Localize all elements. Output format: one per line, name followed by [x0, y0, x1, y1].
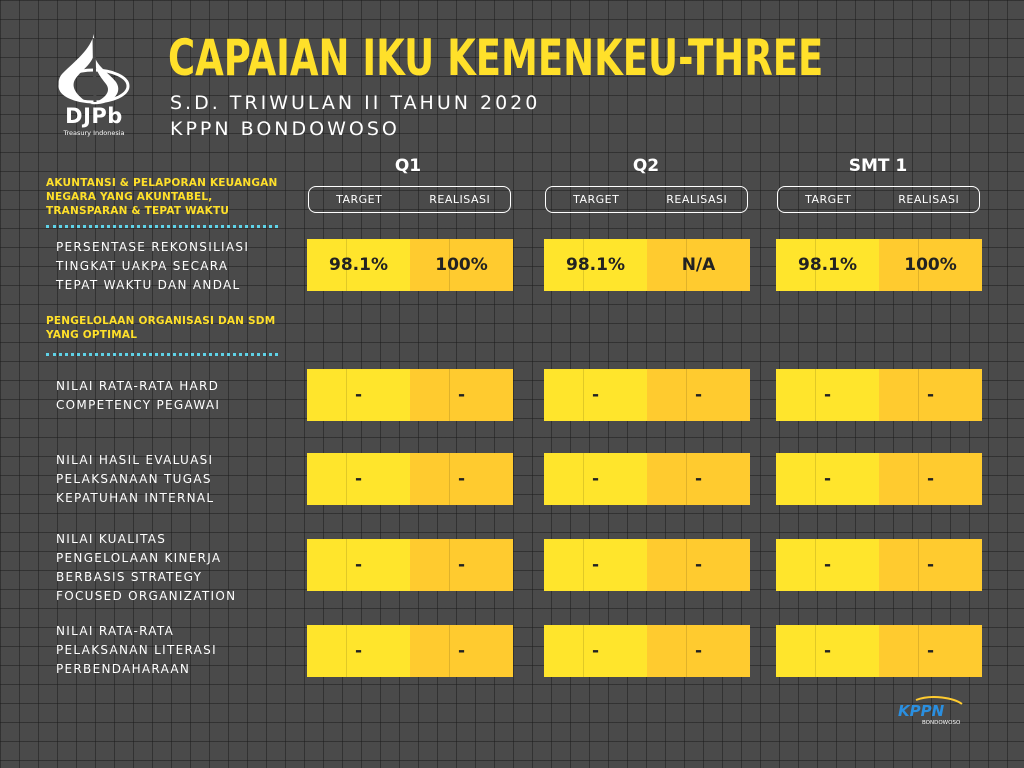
logo-name: DJPb [65, 104, 123, 128]
column-header-smt1: SMT 1 [848, 156, 908, 176]
target-label: TARGET [336, 193, 383, 206]
row-label-line: PELAKSANAN LITERASI [56, 643, 217, 657]
section-title-line: PENGELOLAAN ORGANISASI DAN SDM [46, 315, 276, 327]
target-value: - [591, 469, 600, 489]
target-value: - [823, 385, 832, 405]
target-value: - [354, 469, 363, 489]
value-cell-smt1: 98.1% 100% [776, 239, 982, 291]
realisasi-value: - [694, 555, 703, 575]
section-title-line: NEGARA YANG AKUNTABEL, [46, 191, 213, 203]
target-value: - [823, 641, 832, 661]
value-cell-q2: - - [544, 369, 750, 421]
target-label: TARGET [573, 193, 620, 206]
row-label-line: FOCUSED ORGANIZATION [56, 589, 237, 603]
row-label-literasi: NILAI RATA-RATA PELAKSANAN LITERASI PERB… [56, 622, 217, 679]
row-label-line: TEPAT WAKTU DAN ANDAL [56, 278, 241, 292]
row-label-kualitas-kinerja: NILAI KUALITAS PENGELOLAAN KINERJA BERBA… [56, 530, 236, 606]
row-label-line: PERSENTASE REKONSILIASI [56, 240, 250, 254]
row-label-line: NILAI RATA-RATA HARD [56, 379, 220, 393]
subheader-box-q1: TARGET REALISASI [308, 186, 511, 213]
column-header-q2: Q2 [632, 156, 660, 176]
target-value: 98.1% [798, 255, 857, 275]
page-subtitle-period: S.D. TRIWULAN II TAHUN 2020 [170, 92, 541, 114]
value-cell-q2: - - [544, 453, 750, 505]
row-label-evaluasi: NILAI HASIL EVALUASI PELAKSANAAN TUGAS K… [56, 451, 214, 508]
row-label-line: NILAI RATA-RATA [56, 624, 175, 638]
section-title-line: AKUNTANSI & PELAPORAN KEUANGAN [46, 177, 278, 189]
target-value: - [823, 555, 832, 575]
value-cell-q1: 98.1% 100% [307, 239, 513, 291]
target-label: TARGET [805, 193, 852, 206]
column-header-q1: Q1 [394, 156, 422, 176]
realisasi-value: - [926, 385, 935, 405]
section-title-organisasi: PENGELOLAAN ORGANISASI DAN SDM YANG OPTI… [46, 314, 275, 342]
value-cell-q1: - - [307, 453, 513, 505]
realisasi-value: - [457, 555, 466, 575]
target-value: - [354, 641, 363, 661]
realisasi-value: - [926, 641, 935, 661]
kppn-logo-icon: KPPN BONDOWOSO [898, 696, 963, 726]
value-cell-q1: - - [307, 625, 513, 677]
subheader-box-q2: TARGET REALISASI [545, 186, 748, 213]
section-divider [46, 353, 278, 356]
subheader-box-smt1: TARGET REALISASI [777, 186, 980, 213]
value-cell-q2: - - [544, 539, 750, 591]
value-cell-smt1: - - [776, 369, 982, 421]
realisasi-value: - [926, 469, 935, 489]
realisasi-value: - [694, 385, 703, 405]
realisasi-label: REALISASI [429, 193, 491, 206]
section-divider [46, 225, 278, 228]
value-cell-q1: - - [307, 369, 513, 421]
realisasi-value: - [694, 469, 703, 489]
row-label-line: PENGELOLAAN KINERJA [56, 551, 222, 565]
realisasi-label: REALISASI [666, 193, 728, 206]
row-label-line: TINGKAT UAKPA SECARA [56, 259, 229, 273]
page-subtitle-office: KPPN BONDOWOSO [170, 118, 400, 140]
row-label-hard-competency: NILAI RATA-RATA HARD COMPETENCY PEGAWAI [56, 377, 220, 415]
section-title-line: YANG OPTIMAL [46, 329, 138, 341]
target-value: - [591, 641, 600, 661]
target-value: - [823, 469, 832, 489]
value-cell-q2: 98.1% N/A [544, 239, 750, 291]
realisasi-value: - [457, 641, 466, 661]
row-label-line: PELAKSANAAN TUGAS [56, 472, 212, 486]
value-cell-q1: - - [307, 539, 513, 591]
kppn-logo-sub: BONDOWOSO [922, 720, 961, 726]
page-title: CAPAIAN IKU KEMENKEU-THREE [168, 29, 824, 87]
target-value: - [591, 555, 600, 575]
value-cell-smt1: - - [776, 539, 982, 591]
logo-tagline: Treasury Indonesia [63, 129, 125, 137]
kppn-logo-name: KPPN [898, 702, 945, 720]
row-label-line: KEPATUHAN INTERNAL [56, 491, 215, 505]
realisasi-value: - [457, 385, 466, 405]
row-label-line: COMPETENCY PEGAWAI [56, 398, 221, 412]
target-value: - [354, 555, 363, 575]
realisasi-value: - [926, 555, 935, 575]
target-value: - [591, 385, 600, 405]
realisasi-value: - [694, 641, 703, 661]
realisasi-value: 100% [904, 255, 957, 275]
target-value: 98.1% [566, 255, 625, 275]
realisasi-value: N/A [681, 255, 716, 275]
section-title-akuntansi: AKUNTANSI & PELAPORAN KEUANGAN NEGARA YA… [46, 176, 278, 218]
value-cell-smt1: - - [776, 625, 982, 677]
value-cell-q2: - - [544, 625, 750, 677]
value-cell-smt1: - - [776, 453, 982, 505]
realisasi-value: - [457, 469, 466, 489]
row-label-line: BERBASIS STRATEGY [56, 570, 203, 584]
realisasi-value: 100% [435, 255, 488, 275]
target-value: 98.1% [329, 255, 388, 275]
section-title-line: TRANSPARAN & TEPAT WAKTU [46, 205, 230, 217]
row-label-line: PERBENDAHARAAN [56, 662, 191, 676]
row-label-rekonsiliasi: PERSENTASE REKONSILIASI TINGKAT UAKPA SE… [56, 238, 249, 295]
row-label-line: NILAI HASIL EVALUASI [56, 453, 214, 467]
row-label-line: NILAI KUALITAS [56, 532, 167, 546]
djpb-emblem-icon [58, 34, 130, 105]
realisasi-label: REALISASI [898, 193, 960, 206]
target-value: - [354, 385, 363, 405]
